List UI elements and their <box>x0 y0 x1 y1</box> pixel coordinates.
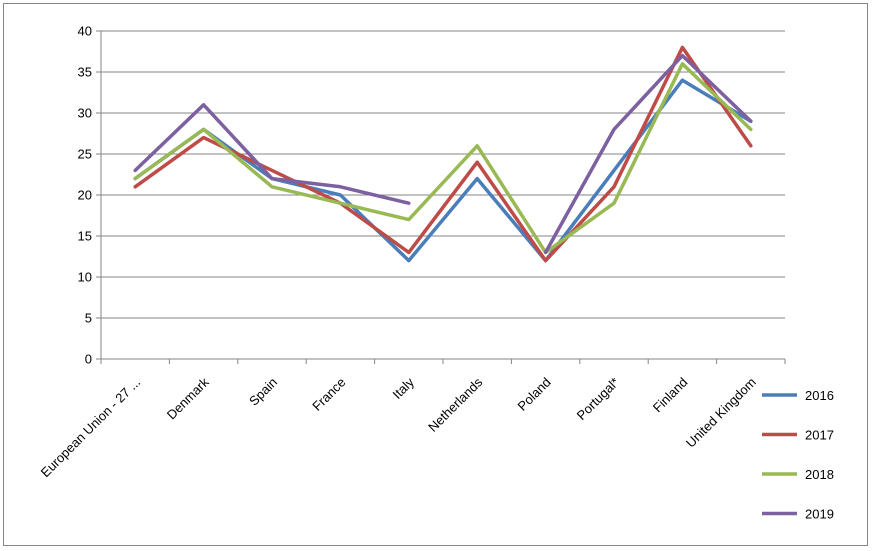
y-tick-label: 5 <box>85 311 92 326</box>
x-tick-label: United Kingdom <box>683 375 759 451</box>
y-tick-label: 25 <box>78 147 92 162</box>
x-tick-label: Denmark <box>164 374 212 422</box>
x-axis: European Union - 27 ... Denmark Spain Franc… <box>38 358 786 481</box>
legend: 2016 2017 2018 2019 <box>762 388 834 522</box>
series-line-2017 <box>133 45 753 263</box>
y-tick-label: 30 <box>78 106 92 121</box>
y-tick-label: 20 <box>78 188 92 203</box>
y-tick-label: 15 <box>78 229 92 244</box>
y-tick-label: 10 <box>78 270 92 285</box>
x-tick-label: Finland <box>650 375 691 416</box>
legend-label-2018: 2018 <box>805 467 834 482</box>
x-tick-label: Netherlands <box>425 374 486 435</box>
x-tick-label: European Union - 27 ... <box>38 375 144 481</box>
x-tick-label: Poland <box>514 375 553 414</box>
y-tick-label: 40 <box>78 24 92 39</box>
x-tick-label: Portugal* <box>574 375 622 423</box>
y-tick-label: 35 <box>78 65 92 80</box>
legend-label-2017: 2017 <box>805 428 834 443</box>
gridlines <box>101 30 785 319</box>
legend-label-2019: 2019 <box>805 507 834 522</box>
series-line-2019 <box>133 53 753 255</box>
y-axis: 0 5 10 15 20 25 30 35 40 <box>78 24 102 367</box>
y-tick-label: 0 <box>85 352 92 367</box>
series-lines <box>133 45 753 263</box>
x-tick-label: France <box>309 375 348 414</box>
legend-label-2016: 2016 <box>805 388 834 403</box>
series-line-2018 <box>133 62 753 255</box>
x-tick-label: Italy <box>389 374 417 402</box>
series-line-2016 <box>133 78 753 263</box>
x-tick-label: Spain <box>246 375 280 409</box>
